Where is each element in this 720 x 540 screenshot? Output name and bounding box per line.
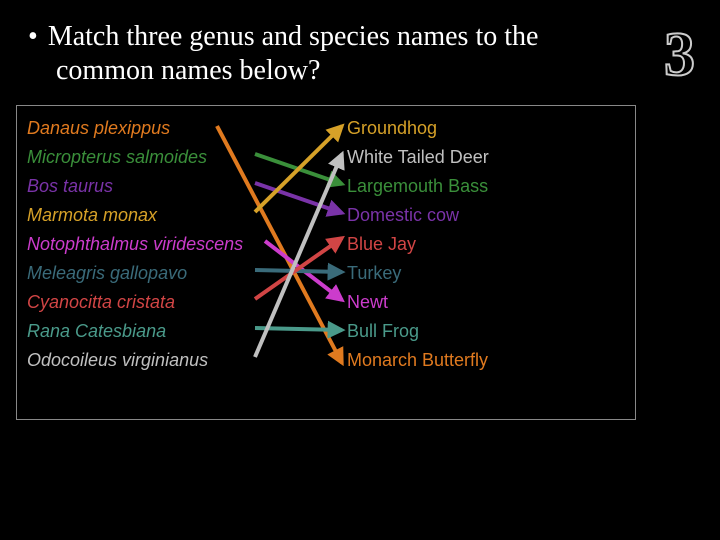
scientific-name: Rana Catesbiana [27,317,243,346]
common-name: Blue Jay [347,230,489,259]
scientific-name: Meleagris gallopavo [27,259,243,288]
title-line-2: common names below? [28,54,588,88]
match-arrow [265,241,342,300]
scientific-name: Notophthalmus viridescens [27,230,243,259]
match-arrow [255,238,342,299]
match-arrow [255,154,342,357]
content-frame: Danaus plexippusMicropterus salmoidesBos… [16,105,636,420]
slide-title: • Match three genus and species names to … [28,20,588,87]
match-arrow [255,183,342,213]
common-name: Monarch Butterfly [347,346,489,375]
common-name: Turkey [347,259,489,288]
slide-number: 3 [664,20,695,91]
match-arrow [255,328,342,330]
scientific-name: Marmota monax [27,201,243,230]
scientific-name: Cyanocitta cristata [27,288,243,317]
common-name: Largemouth Bass [347,172,489,201]
title-line-1: Match three genus and species names to t… [48,21,539,52]
common-name: Domestic cow [347,201,489,230]
left-column: Danaus plexippusMicropterus salmoidesBos… [27,114,243,375]
common-name: White Tailed Deer [347,143,489,172]
match-arrow [255,270,342,272]
common-name: Newt [347,288,489,317]
scientific-name: Micropterus salmoides [27,143,243,172]
scientific-name: Odocoileus virginianus [27,346,243,375]
common-name: Groundhog [347,114,489,143]
right-column: GroundhogWhite Tailed DeerLargemouth Bas… [347,114,489,375]
scientific-name: Danaus plexippus [27,114,243,143]
match-arrow [255,126,342,212]
bullet-icon: • [28,21,38,52]
scientific-name: Bos taurus [27,172,243,201]
common-name: Bull Frog [347,317,489,346]
match-arrow [255,154,342,184]
